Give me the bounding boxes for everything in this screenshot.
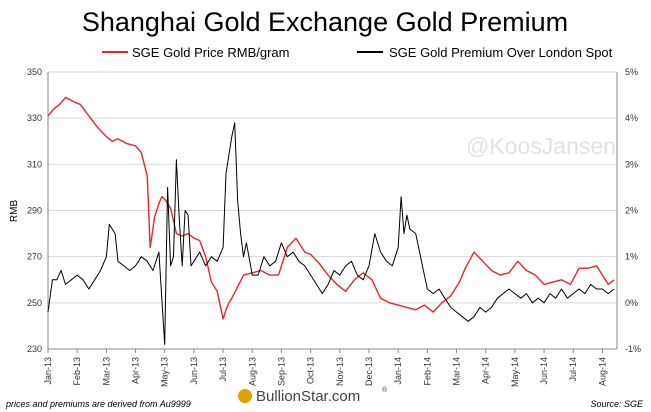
brand-mark: ® bbox=[382, 386, 388, 394]
y2-tick-label: 1% bbox=[625, 252, 638, 262]
x-tick-label: Apr-13 bbox=[131, 357, 141, 384]
x-tick-label: Mar-14 bbox=[452, 357, 462, 386]
legend-label-price: SGE Gold Price RMB/gram bbox=[132, 45, 290, 60]
x-axis-ticks: Jan-13 Feb-13 Mar-13 Apr-13 May-13 Jun-13 Jul-… bbox=[43, 349, 607, 387]
chart-title: Shanghai Gold Exchange Gold Premium bbox=[82, 7, 568, 37]
x-tick-label: Feb-14 bbox=[422, 357, 432, 386]
y2-axis-ticks: -1% 0% 1% 2% 3% 4% 5% bbox=[625, 67, 641, 354]
y2-tick-label: -1% bbox=[625, 344, 641, 354]
brand-name: BullionStar.com bbox=[256, 388, 360, 405]
y-axis-label: RMB bbox=[9, 200, 20, 223]
x-tick-label: May-13 bbox=[160, 357, 170, 387]
footer-source: Source: SGE bbox=[590, 399, 644, 409]
y-tick-label: 310 bbox=[27, 159, 42, 169]
x-tick-label: Jan-14 bbox=[393, 357, 403, 385]
y2-tick-label: 4% bbox=[625, 113, 638, 123]
x-tick-label: Mar-13 bbox=[101, 357, 111, 386]
series-line-price bbox=[47, 96, 615, 320]
x-tick-label: Sep-13 bbox=[276, 357, 286, 386]
y-tick-label: 350 bbox=[27, 67, 42, 77]
y2-tick-label: 2% bbox=[625, 206, 638, 216]
x-tick-label: Jan-13 bbox=[43, 357, 53, 385]
x-tick-label: Oct-13 bbox=[306, 357, 316, 384]
brand-logo-icon bbox=[238, 389, 252, 403]
x-tick-label: Jun-13 bbox=[189, 357, 199, 385]
y-tick-label: 250 bbox=[27, 298, 42, 308]
x-tick-label: Nov-13 bbox=[335, 357, 345, 386]
y-tick-label: 270 bbox=[27, 252, 42, 262]
series-group bbox=[47, 96, 615, 345]
y-tick-label: 230 bbox=[27, 344, 42, 354]
gridlines bbox=[48, 71, 617, 350]
watermark: @KoosJansen bbox=[466, 133, 616, 159]
brand-logo: BullionStar.com ® bbox=[238, 386, 388, 405]
y2-tick-label: 3% bbox=[625, 159, 638, 169]
x-tick-label: Jun-14 bbox=[539, 357, 549, 385]
legend-label-premium: SGE Gold Premium Over London Spot bbox=[389, 45, 613, 60]
x-tick-label: Aug-14 bbox=[597, 357, 607, 386]
x-tick-label: Apr-14 bbox=[481, 357, 491, 384]
footer-note: prices and premiums are derived from Au9… bbox=[5, 399, 191, 409]
series-line-premium bbox=[47, 122, 615, 345]
axes bbox=[47, 72, 618, 350]
y2-tick-label: 0% bbox=[625, 298, 638, 308]
x-tick-label: Jul-13 bbox=[218, 357, 228, 382]
x-tick-label: May-14 bbox=[510, 357, 520, 387]
x-tick-label: Aug-13 bbox=[247, 357, 257, 386]
y-tick-label: 290 bbox=[27, 206, 42, 216]
y-tick-label: 330 bbox=[27, 113, 42, 123]
footer: prices and premiums are derived from Au9… bbox=[5, 386, 644, 409]
y2-tick-label: 5% bbox=[625, 67, 638, 77]
x-tick-label: Jul-14 bbox=[568, 357, 578, 382]
legend: SGE Gold Price RMB/gram SGE Gold Premium… bbox=[102, 45, 613, 60]
y-axis-ticks: 230 250 270 290 310 330 350 bbox=[27, 67, 42, 354]
x-tick-label: Dec-13 bbox=[364, 357, 374, 386]
x-tick-label: Feb-13 bbox=[72, 357, 82, 386]
